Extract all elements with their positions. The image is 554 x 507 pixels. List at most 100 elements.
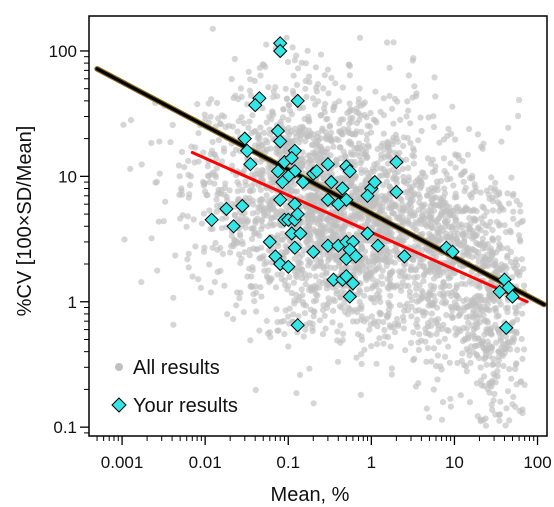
all-results-point (293, 52, 300, 59)
all-results-point (263, 317, 270, 324)
all-results-point (477, 189, 484, 196)
all-results-point (422, 330, 430, 337)
all-results-point (254, 135, 261, 142)
all-results-point (518, 335, 525, 343)
all-results-point (160, 218, 167, 225)
all-results-point (155, 218, 162, 225)
all-results-point (486, 389, 493, 396)
all-results-point (234, 188, 241, 195)
all-results-point (466, 399, 473, 406)
all-results-point (467, 359, 474, 366)
all-results-point (362, 254, 369, 261)
all-results-point (336, 98, 343, 105)
all-results-point (242, 216, 250, 223)
all-results-point (427, 332, 434, 339)
all-results-point (260, 252, 267, 260)
all-results-point (320, 265, 327, 272)
all-results-point (285, 343, 292, 350)
all-results-point (420, 312, 427, 319)
all-results-point (199, 178, 207, 185)
all-results-point (521, 346, 528, 353)
all-results-point (127, 165, 134, 172)
all-results-point (384, 39, 391, 46)
all-results-point (248, 92, 255, 99)
all-results-point (362, 248, 369, 255)
all-results-point (238, 255, 245, 262)
your-result-point (331, 196, 346, 212)
all-results-point (260, 168, 267, 175)
all-results-point (253, 308, 260, 315)
all-results-point (407, 267, 414, 274)
all-results-point (495, 411, 502, 419)
all-results-point (515, 112, 522, 120)
all-results-point (317, 225, 324, 232)
all-results-point (306, 319, 313, 326)
all-results-point (214, 268, 221, 276)
all-results-point (486, 353, 493, 360)
all-results-point (469, 246, 476, 253)
all-results-point (448, 293, 455, 300)
y-tick-label: 1 (68, 293, 77, 312)
all-results-point (433, 218, 440, 225)
all-results-point (403, 217, 410, 224)
all-results-point (439, 201, 446, 208)
all-results-point (228, 200, 235, 207)
all-results-point (493, 192, 500, 199)
all-results-point (470, 207, 477, 214)
all-results-point (404, 307, 412, 314)
all-results-point (272, 212, 279, 220)
all-results-point (251, 128, 258, 135)
all-results-point (314, 133, 321, 141)
all-results-point (485, 191, 493, 198)
all-results-point (353, 189, 360, 196)
all-results-point (263, 192, 270, 199)
all-results-point (267, 334, 274, 341)
all-results-point (479, 337, 486, 345)
all-results-point (290, 137, 297, 144)
all-results-point (384, 140, 391, 147)
all-results-point (221, 282, 228, 289)
y-tick-label: 0.1 (53, 418, 77, 437)
all-results-point (477, 377, 485, 384)
all-results-point (383, 255, 390, 262)
all-results-point (322, 100, 329, 107)
all-results-point (282, 85, 289, 92)
all-results-point (463, 325, 471, 332)
all-results-point (448, 130, 455, 137)
all-results-point (405, 174, 412, 181)
all-results-point (385, 285, 392, 292)
all-results-point (475, 306, 482, 313)
x-tick-label: 10 (445, 453, 464, 472)
all-results-point (305, 113, 312, 120)
all-results-point (510, 208, 517, 215)
all-results-point (162, 198, 169, 205)
all-results-point (415, 137, 422, 144)
all-results-point (361, 346, 368, 353)
all-results-point (229, 162, 236, 169)
all-results-point (236, 181, 243, 188)
all-results-point (427, 208, 435, 215)
all-results-point (206, 207, 213, 214)
all-results-point (424, 192, 431, 199)
all-results-point (357, 288, 364, 295)
all-results-point (385, 248, 392, 255)
all-results-point (514, 316, 521, 323)
all-results-point (292, 268, 299, 275)
all-results-point (430, 386, 437, 393)
all-results-point (437, 363, 444, 370)
all-results-point (457, 392, 464, 399)
all-results-point (387, 343, 394, 350)
all-results-point (447, 211, 454, 219)
all-results-point (300, 333, 307, 340)
all-results-point (400, 142, 407, 150)
all-results-point (323, 285, 331, 292)
all-results-point (461, 238, 468, 245)
all-results-point (380, 319, 387, 326)
all-results-point (380, 130, 387, 137)
all-results-point (291, 255, 298, 262)
all-results-point (247, 337, 254, 344)
all-results-point (368, 296, 375, 303)
all-results-point (383, 197, 390, 204)
all-results-point (416, 263, 423, 270)
all-results-point (231, 212, 238, 219)
